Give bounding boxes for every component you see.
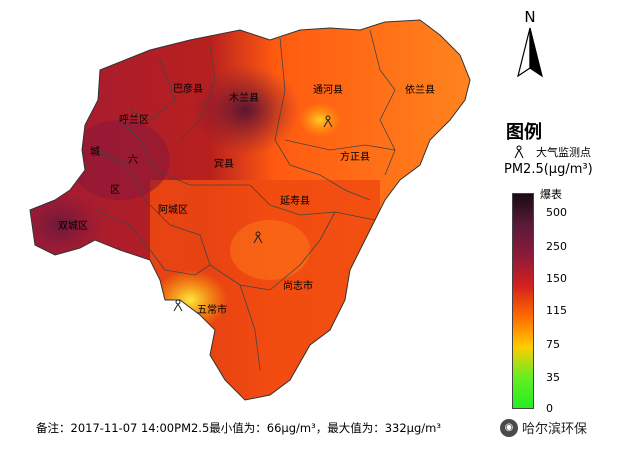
region-label: 木兰县 — [229, 91, 259, 104]
region-label: 阿城区 — [158, 204, 188, 216]
legend-tick: 250 — [546, 240, 567, 253]
color-scale-bar — [512, 193, 534, 409]
wechat-icon: ◉ — [500, 418, 518, 437]
region-label: 依兰县 — [405, 83, 435, 96]
north-arrow-icon — [517, 27, 543, 78]
station-label: 大气监测点 — [536, 146, 591, 159]
legend-tick: 35 — [546, 371, 560, 384]
north-arrow: N — [510, 8, 550, 82]
region-label: 巴彦县 — [173, 82, 203, 95]
legend-station-row: 大气监测点 — [512, 144, 591, 160]
legend-tick: 75 — [546, 338, 560, 351]
footnote: 备注：2017-11-07 14:00PM2.5最小值为：66μg/m³，最大值… — [36, 421, 441, 435]
pm25-map: 巴彦县 木兰县 通河县 依兰县 呼兰区 宾县 方正县 延寿县 阿城区 双城区 尚… — [29, 19, 471, 401]
region-label: 双城区 — [58, 220, 88, 232]
region-label: 呼兰区 — [119, 113, 149, 126]
region-label: 尚志市 — [283, 279, 313, 292]
legend-tick: 0 — [546, 402, 553, 415]
region-label: 方正县 — [340, 150, 370, 163]
station-marker-icon — [514, 145, 524, 159]
legend-unit: PM2.5(μg/m³) — [504, 162, 593, 177]
region-label: 城 — [90, 146, 100, 158]
region-label: 五常市 — [197, 303, 227, 316]
region-label: 延寿县 — [280, 194, 310, 207]
region-label: 宾县 — [214, 157, 234, 170]
region-label: 六 — [128, 154, 138, 166]
district-boundaries — [94, 29, 396, 371]
region-label: 区 — [110, 184, 120, 196]
legend-title: 图例 — [506, 122, 542, 143]
legend-top-label: 爆表 — [540, 188, 562, 201]
legend-tick: 115 — [546, 304, 567, 317]
north-letter: N — [524, 8, 536, 26]
legend-tick: 150 — [546, 272, 567, 285]
brand-watermark: ◉ 哈尔滨环保 — [500, 418, 587, 437]
brand-name: 哈尔滨环保 — [522, 422, 588, 437]
legend-tick: 500 — [546, 206, 567, 219]
region-label: 通河县 — [313, 84, 343, 96]
region-labels: 巴彦县 木兰县 通河县 依兰县 呼兰区 宾县 方正县 延寿县 阿城区 双城区 尚… — [58, 82, 435, 316]
station-markers — [173, 115, 333, 312]
